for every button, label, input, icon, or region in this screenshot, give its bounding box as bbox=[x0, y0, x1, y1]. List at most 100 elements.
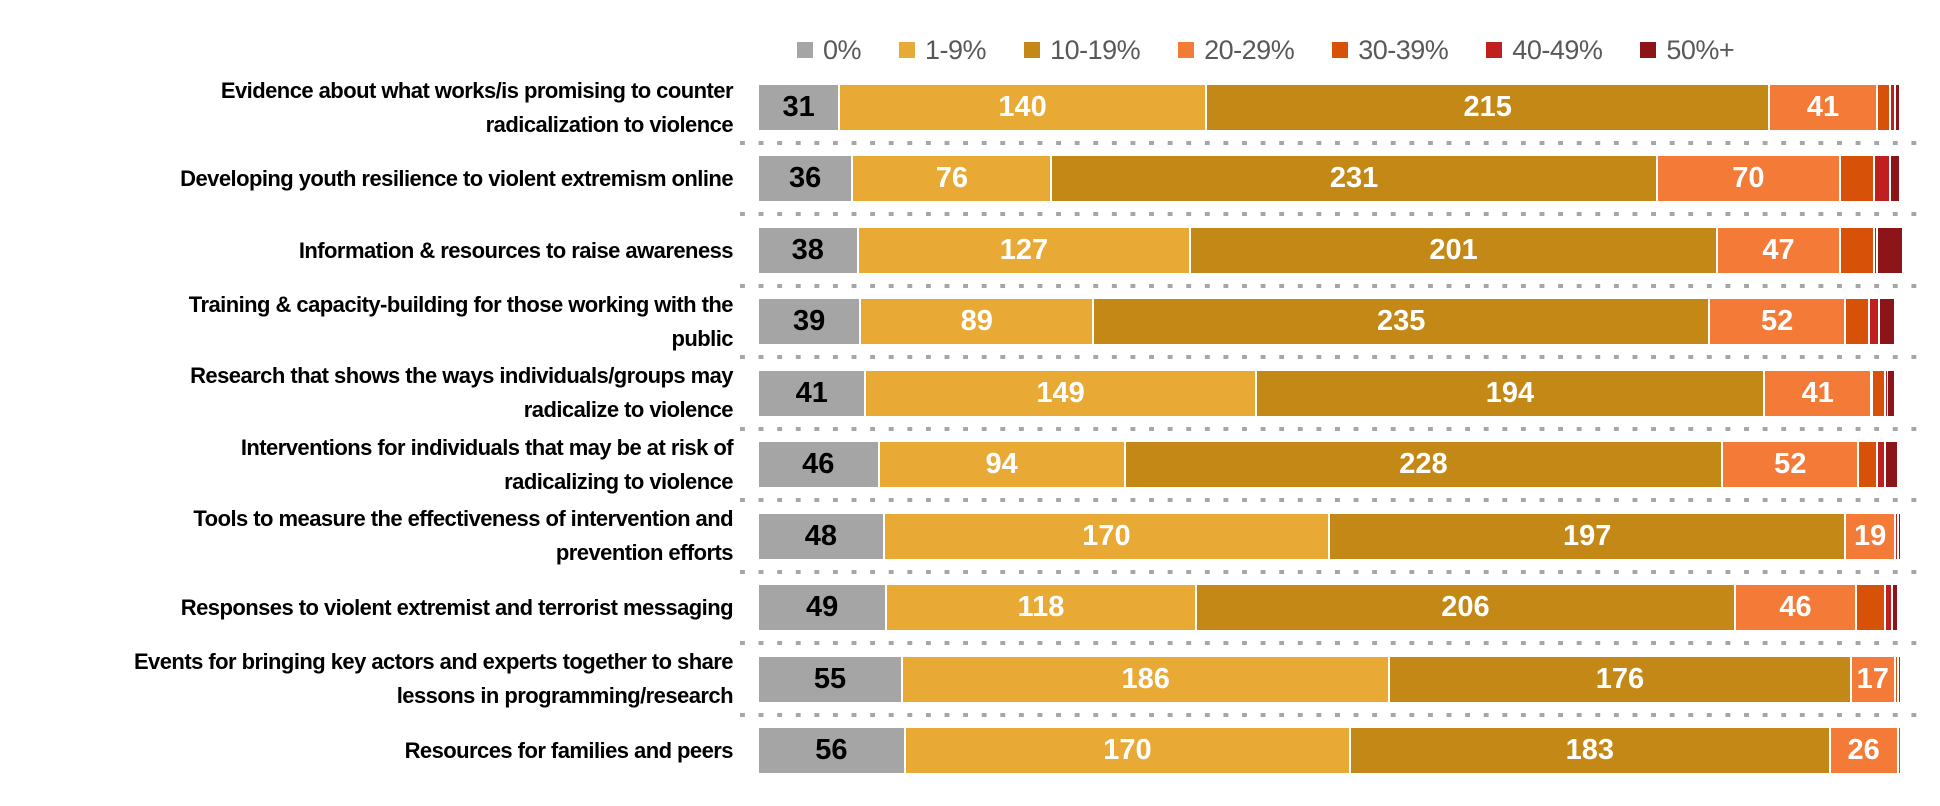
category-label-line: Interventions for individuals that may b… bbox=[240, 434, 734, 460]
data-label: 149 bbox=[1036, 376, 1085, 409]
data-label: 127 bbox=[999, 233, 1049, 266]
legend-swatch bbox=[797, 42, 813, 58]
category-label-line: Training & capacity-building for those w… bbox=[188, 291, 734, 317]
category-label-line: Resources for families and peers bbox=[404, 738, 734, 764]
data-label: 46 bbox=[1779, 591, 1812, 624]
bar-segment bbox=[1896, 85, 1900, 130]
bar-segment bbox=[1885, 370, 1887, 416]
legend-swatch bbox=[1024, 42, 1041, 58]
bar-segment bbox=[1859, 442, 1876, 488]
data-label: 206 bbox=[1441, 591, 1490, 624]
legend-label: 50%+ bbox=[1666, 34, 1735, 65]
data-label: 89 bbox=[960, 305, 993, 338]
row-separator bbox=[740, 355, 1922, 360]
legend-item: 0% bbox=[797, 34, 862, 66]
category-label: Tools to measure the effectiveness of in… bbox=[0, 502, 733, 570]
category-label: Information & resources to raise awarene… bbox=[0, 228, 734, 273]
category-label-line: lessons in programming/research bbox=[396, 683, 734, 709]
bar-segment bbox=[1657, 156, 1840, 202]
legend-item: 10-19% bbox=[1024, 34, 1141, 66]
legend-item: 30-39% bbox=[1332, 35, 1449, 66]
bar-segment bbox=[759, 299, 860, 345]
bar-segment bbox=[861, 299, 1093, 345]
data-label: 228 bbox=[1399, 448, 1448, 481]
legend-swatch bbox=[1640, 42, 1657, 58]
data-label: 176 bbox=[1595, 662, 1645, 695]
bar-segment bbox=[1351, 728, 1829, 774]
bar-segment bbox=[1191, 227, 1716, 273]
legend-label: 1-9% bbox=[925, 34, 987, 65]
data-label: 48 bbox=[804, 519, 837, 552]
legend-item: 40-49% bbox=[1486, 34, 1603, 66]
category-label: Resources for families and peers bbox=[0, 728, 734, 773]
bar-segment bbox=[759, 656, 902, 702]
data-label: 55 bbox=[813, 662, 847, 695]
category-label: Responses to violent extremist and terro… bbox=[0, 585, 734, 630]
bar-segment bbox=[1052, 156, 1656, 202]
data-label: 215 bbox=[1463, 91, 1512, 123]
data-label: 201 bbox=[1429, 233, 1478, 266]
bar-segment bbox=[884, 513, 1329, 559]
data-label: 19 bbox=[1854, 519, 1887, 552]
bar-segment bbox=[1893, 585, 1897, 631]
data-label: 31 bbox=[782, 91, 815, 123]
bar-segment bbox=[1898, 656, 1900, 702]
data-label: 41 bbox=[1801, 376, 1834, 409]
category-label-line: Tools to measure the effectiveness of in… bbox=[193, 506, 733, 532]
bar-segment bbox=[1717, 227, 1840, 273]
bar-segment bbox=[1875, 227, 1877, 273]
category-label-line: radicalize to violence bbox=[523, 397, 734, 423]
bar-segment bbox=[853, 156, 1051, 202]
category-label: Evidence about what works/is promising t… bbox=[0, 74, 734, 142]
row-separator bbox=[740, 212, 1922, 217]
data-label: 41 bbox=[1806, 91, 1840, 123]
bar-segment bbox=[1877, 85, 1889, 130]
bar-segment bbox=[759, 728, 904, 774]
bar-segment bbox=[866, 370, 1255, 416]
bar-segment bbox=[1207, 85, 1769, 130]
category-label: Interventions for individuals that may b… bbox=[0, 431, 734, 499]
data-label: 197 bbox=[1563, 519, 1612, 552]
legend-label: 10-19% bbox=[1050, 34, 1141, 65]
bar-segment bbox=[759, 227, 857, 273]
bar-segment bbox=[1390, 656, 1850, 702]
legend-label: 40-49% bbox=[1512, 34, 1603, 65]
bar-segment bbox=[1888, 370, 1895, 416]
bar-segment bbox=[905, 728, 1350, 774]
category-label-line: Responses to violent extremist and terro… bbox=[180, 595, 734, 621]
data-label: 118 bbox=[1017, 591, 1065, 624]
bar-segment bbox=[1898, 728, 1900, 774]
legend-swatch bbox=[1178, 42, 1195, 58]
category-label: Developing youth resilience to violent e… bbox=[0, 156, 733, 201]
data-label: 170 bbox=[1082, 519, 1131, 552]
bar-segment bbox=[1896, 513, 1898, 559]
bar-segment bbox=[858, 227, 1190, 273]
bar-segment bbox=[1869, 299, 1879, 345]
bar-segment bbox=[1256, 370, 1764, 416]
data-label: 17 bbox=[1856, 662, 1889, 695]
bar-segment bbox=[1770, 85, 1876, 130]
bar-segment bbox=[1896, 656, 1898, 702]
legend-label: 0% bbox=[823, 34, 862, 65]
bar-segment bbox=[1846, 513, 1895, 559]
row-separator bbox=[740, 283, 1922, 288]
data-label: 39 bbox=[792, 305, 826, 338]
bar-segment bbox=[759, 85, 839, 130]
bar-segment bbox=[1841, 156, 1874, 202]
bar-segment bbox=[1330, 513, 1845, 559]
bar-segment bbox=[1841, 227, 1874, 273]
category-label-line: prevention efforts bbox=[555, 540, 734, 566]
legend-swatch bbox=[1486, 42, 1503, 58]
bar-segment bbox=[1890, 156, 1900, 202]
data-label: 49 bbox=[806, 591, 839, 624]
bar-segment bbox=[759, 513, 883, 559]
bar-segment bbox=[1890, 85, 1895, 130]
data-label: 183 bbox=[1565, 734, 1615, 767]
data-label: 56 bbox=[815, 734, 848, 767]
bar-segment bbox=[879, 442, 1124, 488]
data-label: 140 bbox=[998, 91, 1047, 123]
row-separator bbox=[740, 141, 1922, 145]
bar-segment bbox=[759, 442, 878, 488]
category-label: Research that shows the ways individuals… bbox=[0, 359, 733, 427]
